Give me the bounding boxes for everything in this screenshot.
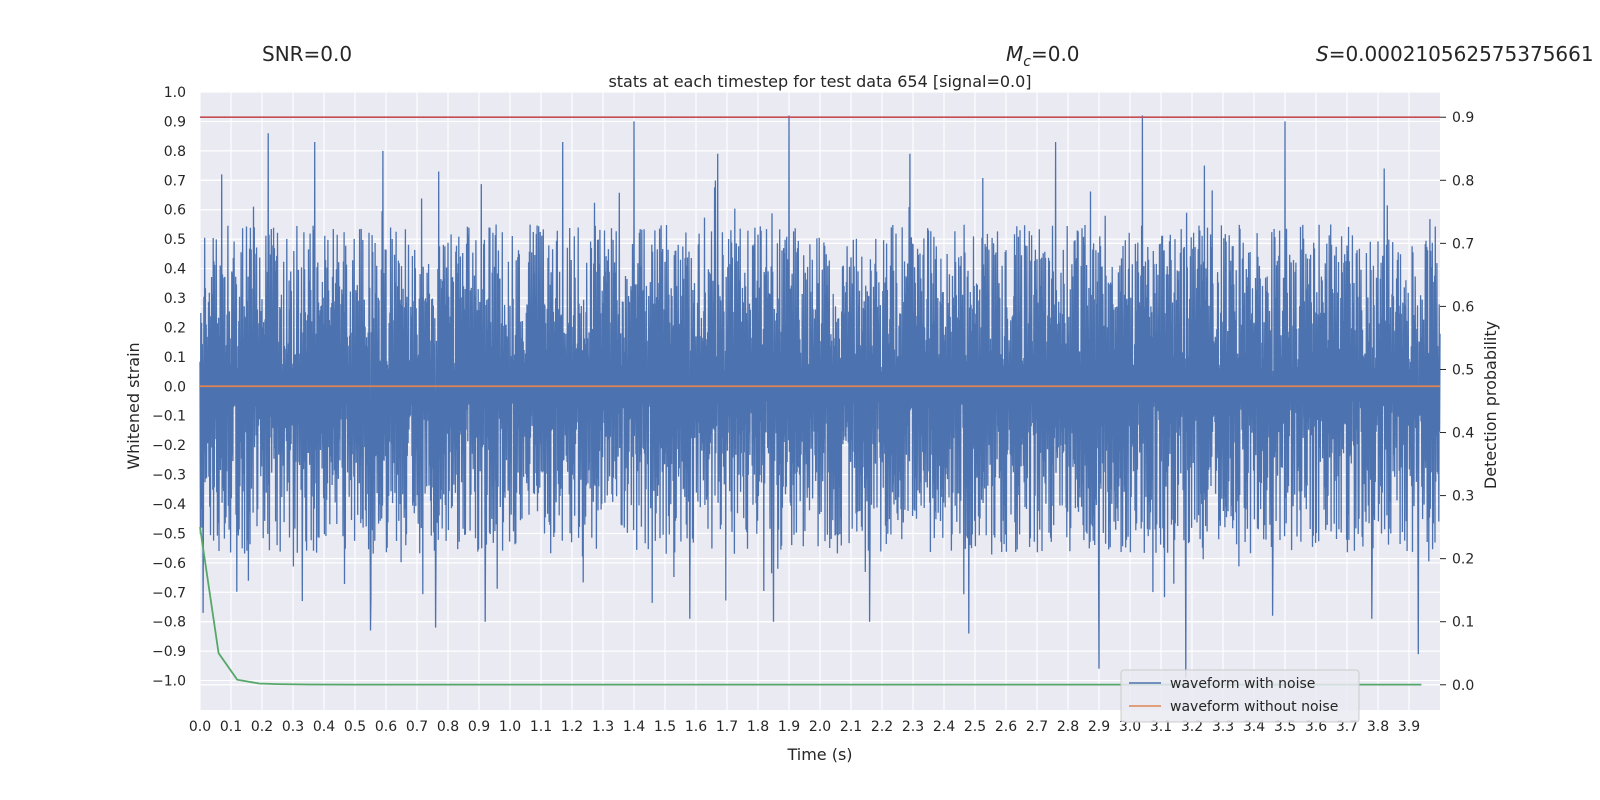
x-tick-label: 1.7 — [716, 719, 738, 735]
x-tick-label: 0.1 — [220, 719, 242, 735]
mc-subscript: c — [1023, 54, 1031, 70]
y-tick-label: −0.8 — [152, 615, 186, 631]
x-tick-label: 1.9 — [778, 719, 800, 735]
chart-title: stats at each timestep for test data 654… — [608, 72, 1031, 91]
y-tick-label: −0.2 — [152, 438, 186, 454]
y2-tick-label: 0.4 — [1452, 426, 1474, 442]
s-symbol: S — [1316, 42, 1329, 66]
x-tick-label: 3.0 — [1119, 719, 1141, 735]
x-tick-label: 1.1 — [530, 719, 552, 735]
x-tick-label: 3.7 — [1336, 719, 1358, 735]
y2-tick-label: 0.0 — [1452, 678, 1474, 694]
x-tick-label: 3.9 — [1398, 719, 1420, 735]
snr-label: SNR=0.0 — [262, 42, 352, 66]
y-tick-label: 0.2 — [164, 320, 186, 336]
x-tick-label: 3.5 — [1274, 719, 1296, 735]
legend-entry-clean: waveform without noise — [1170, 699, 1338, 715]
y2-tick-label: 0.9 — [1452, 110, 1474, 126]
y-tick-label: −0.7 — [152, 585, 186, 601]
x-tick-label: 2.2 — [871, 719, 893, 735]
y-tick-label: 0.5 — [164, 232, 186, 248]
x-tick-label: 1.4 — [623, 719, 645, 735]
legend-box — [1120, 669, 1360, 723]
x-tick-label: 0.6 — [375, 719, 397, 735]
x-tick-label: 3.4 — [1243, 719, 1265, 735]
y2-tick-label: 0.3 — [1452, 489, 1474, 505]
y-tick-label: −0.9 — [152, 644, 186, 660]
y-tick-label: 0.7 — [164, 173, 186, 189]
y-tick-label: 1.0 — [164, 85, 186, 101]
legend-entry-noise: waveform with noise — [1170, 676, 1315, 692]
plot-data — [199, 115, 1441, 686]
y2-tick-label: 0.1 — [1452, 615, 1474, 631]
x-tick-label: 2.0 — [809, 719, 831, 735]
y-tick-label: −0.3 — [152, 468, 186, 484]
y2-tick-label: 0.8 — [1452, 173, 1474, 189]
x-tick-label: 2.1 — [840, 719, 862, 735]
s-label: S=0.000210562575375661 — [1316, 42, 1594, 66]
x-tick-label: 2.3 — [902, 719, 924, 735]
x-tick-label: 0.3 — [282, 719, 304, 735]
x-tick-label: 0.8 — [437, 719, 459, 735]
y-tick-label: 0.1 — [164, 350, 186, 366]
y2-tick-label: 0.6 — [1452, 299, 1474, 315]
mc-value: =0.0 — [1031, 42, 1080, 66]
x-axis-label: Time (s) — [786, 745, 852, 764]
x-tick-label: 1.6 — [685, 719, 707, 735]
x-tick-label: 2.7 — [1026, 719, 1048, 735]
y-tick-label: −0.5 — [152, 526, 186, 542]
x-tick-label: 3.6 — [1305, 719, 1327, 735]
series-waveform-with-noise — [199, 115, 1441, 678]
y-tick-label: 0.8 — [164, 144, 186, 160]
x-tick-label: 3.1 — [1150, 719, 1172, 735]
x-tick-label: 3.3 — [1212, 719, 1234, 735]
x-tick-label: 1.2 — [561, 719, 583, 735]
x-tick-label: 2.8 — [1057, 719, 1079, 735]
x-tick-label: 2.6 — [995, 719, 1017, 735]
y-tick-label: −0.6 — [152, 556, 186, 572]
x-tick-label: 1.5 — [654, 719, 676, 735]
x-tick-label: 0.0 — [189, 719, 211, 735]
mc-label: Mc=0.0 — [1006, 42, 1080, 70]
x-tick-label: 2.4 — [933, 719, 955, 735]
y2-tick-label: 0.2 — [1452, 552, 1474, 568]
x-tick-label: 0.5 — [344, 719, 366, 735]
mc-symbol: M — [1006, 42, 1023, 66]
s-value: =0.000210562575375661 — [1329, 42, 1594, 66]
series-detection-probability — [199, 526, 1422, 686]
y-tick-label: −0.4 — [152, 497, 186, 513]
x-tick-label: 1.0 — [499, 719, 521, 735]
legend: waveform with noise waveform without noi… — [1120, 669, 1360, 723]
x-tick-label: 0.7 — [406, 719, 428, 735]
y2-tick-label: 0.7 — [1452, 236, 1474, 252]
y-tick-label: 0.0 — [164, 379, 186, 395]
y2-tick-label: 0.5 — [1452, 362, 1474, 378]
y-tick-label: 0.9 — [164, 114, 186, 130]
x-tick-label: 2.5 — [964, 719, 986, 735]
x-tick-label: 3.2 — [1181, 719, 1203, 735]
y-tick-label: −0.1 — [152, 409, 186, 425]
x-tick-label: 3.8 — [1367, 719, 1389, 735]
y-tick-label: −1.0 — [152, 674, 186, 690]
x-tick-label: 0.4 — [313, 719, 335, 735]
tick-labels: 1.0 0.9 0.8 0.7 0.6 0.5 0.4 0.3 0.2 0.1 0.0 −0.1 −0.… — [152, 85, 1474, 735]
x-tick-label: 0.2 — [251, 719, 273, 735]
y-tick-label: 0.3 — [164, 291, 186, 307]
y-tick-label: 0.6 — [164, 203, 186, 219]
x-tick-label: 0.9 — [468, 719, 490, 735]
x-tick-label: 1.3 — [592, 719, 614, 735]
x-tick-label: 2.9 — [1088, 719, 1110, 735]
y-axis-label: Whitened strain — [124, 342, 143, 469]
y-tick-label: 0.4 — [164, 262, 186, 278]
y2-axis-label: Detection probability — [1481, 321, 1500, 489]
x-tick-label: 1.8 — [747, 719, 769, 735]
